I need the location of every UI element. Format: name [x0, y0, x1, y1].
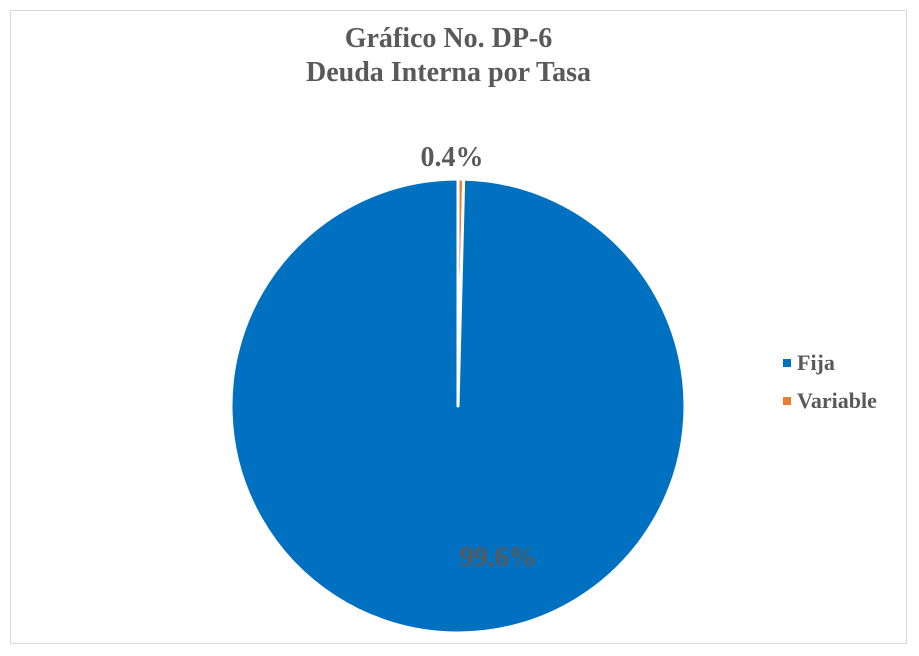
legend-item-fija: Fija	[783, 344, 877, 382]
chart-legend: Fija Variable	[783, 344, 877, 420]
pie-labels: 99.6% 0.4%	[421, 142, 537, 573]
data-label-variable: 0.4%	[421, 142, 484, 173]
chart-title-block: Gráfico No. DP-6 Deuda Interna por Tasa	[0, 22, 897, 90]
legend-item-variable: Variable	[783, 382, 877, 420]
legend-swatch-variable	[783, 397, 791, 405]
legend-swatch-fija	[783, 359, 791, 367]
legend-label-fija: Fija	[797, 350, 835, 375]
pie-slice-fija	[229, 177, 687, 635]
pie-slices	[229, 177, 687, 635]
legend-label-variable: Variable	[797, 388, 877, 413]
chart-subtitle: Deuda Interna por Tasa	[305, 57, 591, 88]
chart-title: Gráfico No. DP-6	[344, 23, 553, 54]
data-label-fija: 99.6%	[460, 542, 537, 573]
